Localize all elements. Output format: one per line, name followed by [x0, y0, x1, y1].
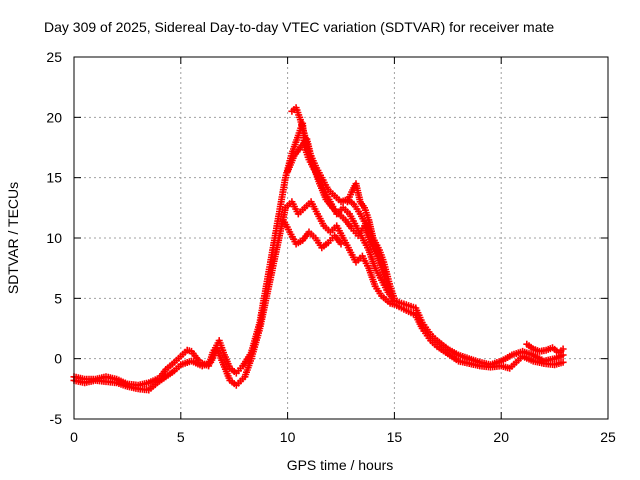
- y-axis-label: SDTVAR / TECUs: [5, 182, 21, 294]
- x-tick-label: 5: [177, 429, 185, 445]
- y-tick-label: 25: [46, 49, 62, 65]
- y-tick-label: -5: [50, 411, 63, 427]
- x-tick-label: 10: [280, 429, 296, 445]
- y-tick-label: 15: [46, 170, 62, 186]
- axis-ticks: [73, 56, 609, 420]
- data-point: [337, 240, 345, 248]
- data-point: [390, 294, 398, 302]
- chart-title: Day 309 of 2025, Sidereal Day-to-day VTE…: [44, 19, 554, 35]
- x-tick-label: 15: [387, 429, 403, 445]
- data-point: [559, 358, 567, 366]
- x-axis-label: GPS time / hours: [287, 457, 394, 473]
- y-tick-label: 0: [54, 351, 62, 367]
- y-tick-label: 5: [54, 290, 62, 306]
- x-tick-label: 25: [600, 429, 616, 445]
- x-tick-label: 20: [493, 429, 509, 445]
- y-tick-label: 10: [46, 230, 62, 246]
- y-tick-label: 20: [46, 109, 62, 125]
- x-tick-label: 0: [70, 429, 78, 445]
- tick-labels: 0 5 10 15 20 25 -5 0 5 10 15 20 25: [46, 49, 616, 445]
- data-points: [70, 104, 567, 394]
- data-point: [559, 351, 567, 359]
- data-point: [559, 345, 567, 353]
